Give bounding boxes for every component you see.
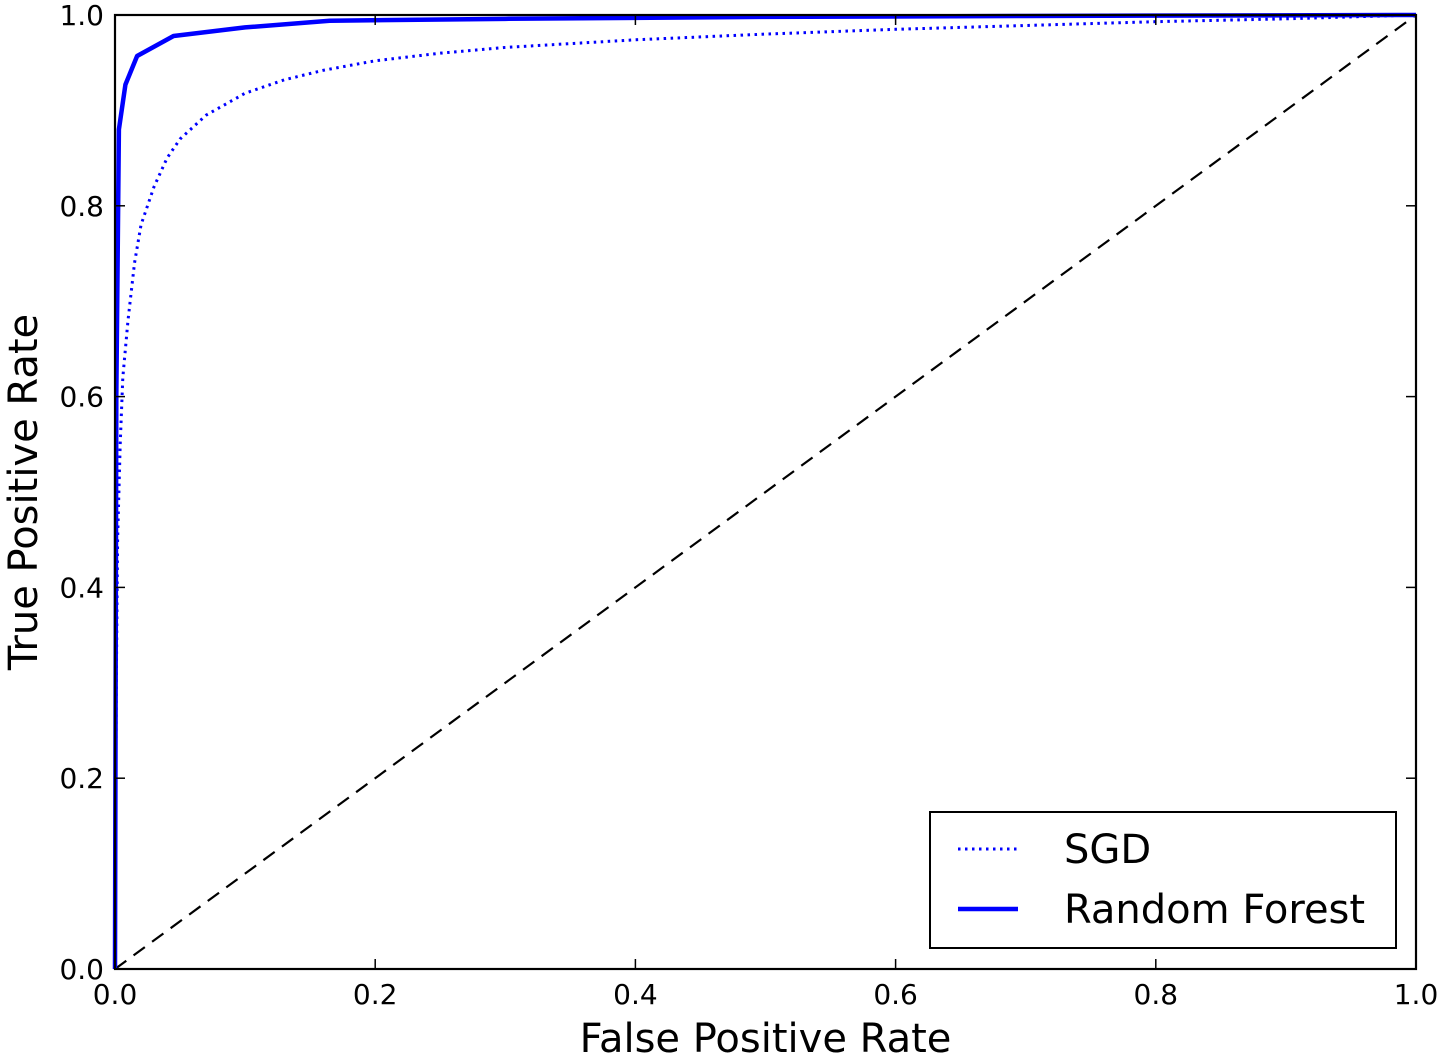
series-line-random-forest — [112, 12, 1417, 970]
y-tick-label: 0.0 — [59, 953, 104, 986]
axis-ticks: 0.0 0.2 0.4 0.6 0.8 1.0 0.0 0.2 0.4 0.6 0.8 1.0 — [59, 0, 1438, 1011]
plot-area — [112, 12, 1418, 971]
reference-diagonal-line — [114, 14, 1417, 970]
legend-box — [929, 811, 1397, 949]
x-axis-label: False Positive Rate — [580, 1016, 952, 1057]
x-tick-label: 0.4 — [613, 978, 658, 1011]
y-tick-label: 0.2 — [59, 762, 104, 795]
y-tick-label: 1.0 — [59, 0, 104, 32]
y-tick-label: 0.8 — [59, 190, 104, 223]
x-tick-label: 0.8 — [1134, 978, 1179, 1011]
series-line-sgd — [113, 13, 1417, 970]
y-tick-label: 0.4 — [59, 571, 104, 604]
legend: SGD Random Forest — [929, 811, 1397, 949]
x-tick-label: 0.6 — [873, 978, 918, 1011]
x-tick-label: 0.0 — [93, 978, 138, 1011]
legend-label: Random Forest — [1064, 887, 1365, 933]
x-tick-label: 0.2 — [353, 978, 398, 1011]
legend-label: SGD — [1064, 827, 1151, 873]
y-tick-label: 0.6 — [59, 381, 104, 414]
y-axis-label: True Positive Rate — [1, 314, 47, 671]
axes-frame — [113, 13, 1418, 971]
x-tick-label: 1.0 — [1394, 978, 1439, 1011]
